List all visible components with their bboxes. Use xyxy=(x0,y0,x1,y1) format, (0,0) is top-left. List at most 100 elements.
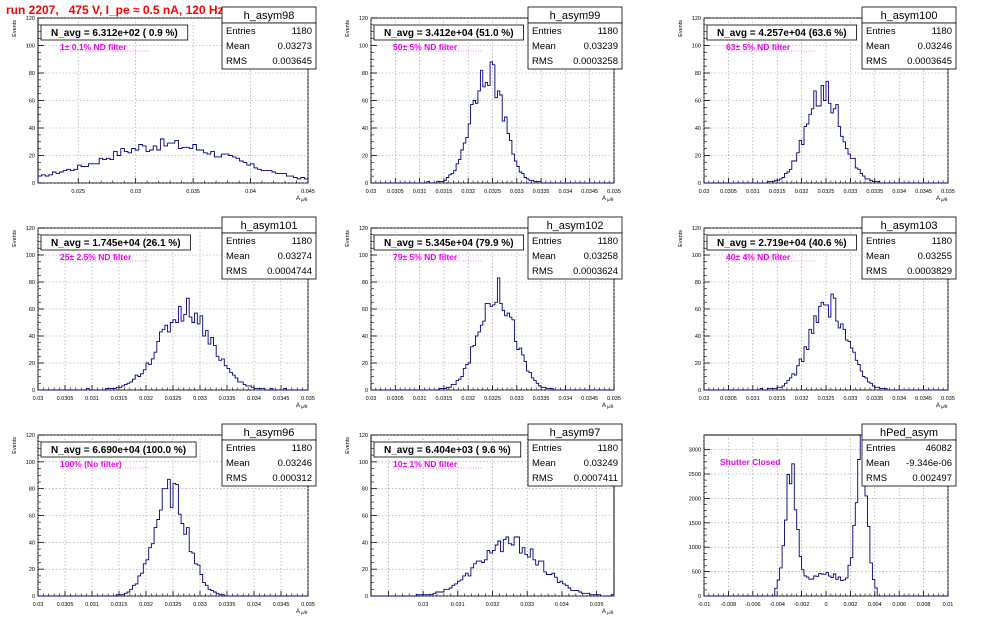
y-tick-label: 80 xyxy=(362,280,368,286)
y-tick-label: 500 xyxy=(692,570,701,576)
x-tick-label: 0.034 xyxy=(247,396,261,402)
y-tick-label: 0 xyxy=(365,388,368,394)
y-tick-label: 80 xyxy=(695,71,701,77)
x-tick-label: -0.006 xyxy=(745,602,761,608)
y-tick-label: 60 xyxy=(362,307,368,313)
histogram-line-h_asym98 xyxy=(37,138,309,183)
n-avg-label: N_avg = 6.404e+03 ( 9.6 %) xyxy=(384,445,511,456)
y-tick-label: 40 xyxy=(29,540,35,546)
x-tick-label: 0.034 xyxy=(247,602,261,608)
stats-label-entries: Entries xyxy=(532,26,562,37)
n-avg-label: N_avg = 4.257e+04 (63.6 %) xyxy=(717,28,847,39)
annotation-label: 79± 5% ND filter xyxy=(393,252,458,262)
x-tick-label: 0.004 xyxy=(868,602,882,608)
x-tick-label: 0.032 xyxy=(486,602,500,608)
x-tick-label: 0.0305 xyxy=(57,602,74,608)
x-axis-label-subscript: μ/θ xyxy=(941,197,948,202)
y-tick-label: 40 xyxy=(29,334,35,340)
histogram-line-h_asym102 xyxy=(371,277,614,391)
x-tick-label: 0.035 xyxy=(607,189,621,195)
stats-label-rms: RMS xyxy=(226,473,247,484)
n-avg-box xyxy=(706,24,857,41)
stats-value-entries: 1180 xyxy=(292,26,312,37)
y-tick-label: 20 xyxy=(362,361,368,367)
y-tick-label: 80 xyxy=(29,280,35,286)
stats-label-rms: RMS xyxy=(532,266,553,277)
x-tick-label: 0.0305 xyxy=(57,396,74,402)
x-tick-label: -0.004 xyxy=(769,602,785,608)
x-tick-label: 0.03 xyxy=(699,396,710,402)
y-tick-label: 80 xyxy=(29,487,35,493)
histogram-panel-h_asym97: 0 20 40 60 80 100 120 0.03 0.031 0.032 0.033 0.034 0… xyxy=(345,423,623,615)
x-tick-label: 0.0335 xyxy=(866,189,883,195)
x-tick-label: 0.033 xyxy=(844,189,858,195)
stats-histogram-name: h_asym100 xyxy=(881,10,938,22)
x-tick-label: 0.0325 xyxy=(818,396,835,402)
n-avg-label: N_avg = 2.719e+04 (40.6 %) xyxy=(717,238,847,249)
x-tick-label: 0.033 xyxy=(510,396,524,402)
n-avg-box xyxy=(373,234,524,251)
x-tick-label: -0.01 xyxy=(698,602,711,608)
stats-value-entries: 1180 xyxy=(292,236,312,247)
x-tick-label: 0.033 xyxy=(193,602,207,608)
n-avg-box xyxy=(40,441,197,458)
y-tick-label: 80 xyxy=(362,487,368,493)
y-tick-label: 60 xyxy=(29,307,35,313)
y-tick-label: 100 xyxy=(26,460,35,466)
y-tick-label: 60 xyxy=(362,99,368,105)
n-avg-box xyxy=(706,234,857,251)
stats-box xyxy=(221,22,317,70)
stats-label-entries: Entries xyxy=(226,443,256,454)
x-tick-label: 0.03 xyxy=(699,189,710,195)
x-axis-label: A xyxy=(296,403,300,409)
x-tick-label: 0.0325 xyxy=(484,189,501,195)
x-tick-label: 0.033 xyxy=(844,396,858,402)
x-tick-label: 0.008 xyxy=(917,602,931,608)
y-tick-label: 60 xyxy=(29,514,35,520)
stats-histogram-name: h_asym103 xyxy=(881,220,938,232)
x-tick-label: 0.031 xyxy=(746,396,760,402)
x-tick-label: 0.0335 xyxy=(219,396,236,402)
y-axis-label: Events xyxy=(345,20,351,37)
x-tick-label: 0.0345 xyxy=(915,189,932,195)
y-tick-label: 0 xyxy=(698,388,701,394)
stats-value-mean: 0.03249 xyxy=(584,458,618,469)
x-tick-label: 0.0345 xyxy=(915,396,932,402)
y-tick-label: 100 xyxy=(359,44,368,50)
x-tick-label: 0.01 xyxy=(943,602,954,608)
x-tick-label: 0.031 xyxy=(85,396,99,402)
histogram-panel-h_asym100: 0 20 40 60 80 100 120 0.03 0.0305 0.031 0.0315 0.03… xyxy=(678,6,957,202)
annotation-label: 50± 5% ND filter xyxy=(393,42,458,52)
x-axis-label-subscript: μ/θ xyxy=(607,197,614,202)
histogram-line-h_asym99 xyxy=(371,61,614,184)
x-axis-label: A xyxy=(602,196,606,202)
n-avg-label: N_avg = 6.312e+02 ( 0.9 %) xyxy=(51,28,178,39)
x-tick-label: 0.0345 xyxy=(581,396,598,402)
y-tick-label: 100 xyxy=(359,460,368,466)
stats-value-entries: 46082 xyxy=(926,443,952,454)
x-axis-label-subscript: μ/θ xyxy=(301,197,308,202)
n-avg-box xyxy=(373,441,522,458)
x-tick-label: 0.031 xyxy=(413,396,427,402)
y-tick-label: 0 xyxy=(32,594,35,600)
stats-box xyxy=(527,232,623,280)
x-tick-label: 0.033 xyxy=(193,396,207,402)
x-tick-label: 0.0315 xyxy=(769,189,786,195)
histogram-panel-h_asym102: 0 20 40 60 80 100 120 0.03 0.0305 0.031 0.0315 0.03… xyxy=(345,216,623,409)
y-tick-label: 120 xyxy=(692,16,701,22)
x-tick-label: 0.0345 xyxy=(581,189,598,195)
x-tick-label: 0.0335 xyxy=(219,602,236,608)
x-tick-label: 0.031 xyxy=(451,602,465,608)
stats-value-mean: 0.03274 xyxy=(278,251,312,262)
stats-label-entries: Entries xyxy=(866,236,896,247)
x-tick-label: 0.031 xyxy=(413,189,427,195)
annotation-label: 10± 1% ND filter xyxy=(393,459,458,469)
x-axis-label: A xyxy=(602,609,606,615)
y-tick-label: 120 xyxy=(359,16,368,22)
y-tick-label: 1500 xyxy=(689,521,701,527)
histogram-line-h_asym96 xyxy=(38,478,308,597)
stats-label-rms: RMS xyxy=(532,56,553,67)
y-tick-label: 60 xyxy=(29,99,35,105)
y-tick-label: 80 xyxy=(29,71,35,77)
stats-value-entries: 1180 xyxy=(598,443,618,454)
